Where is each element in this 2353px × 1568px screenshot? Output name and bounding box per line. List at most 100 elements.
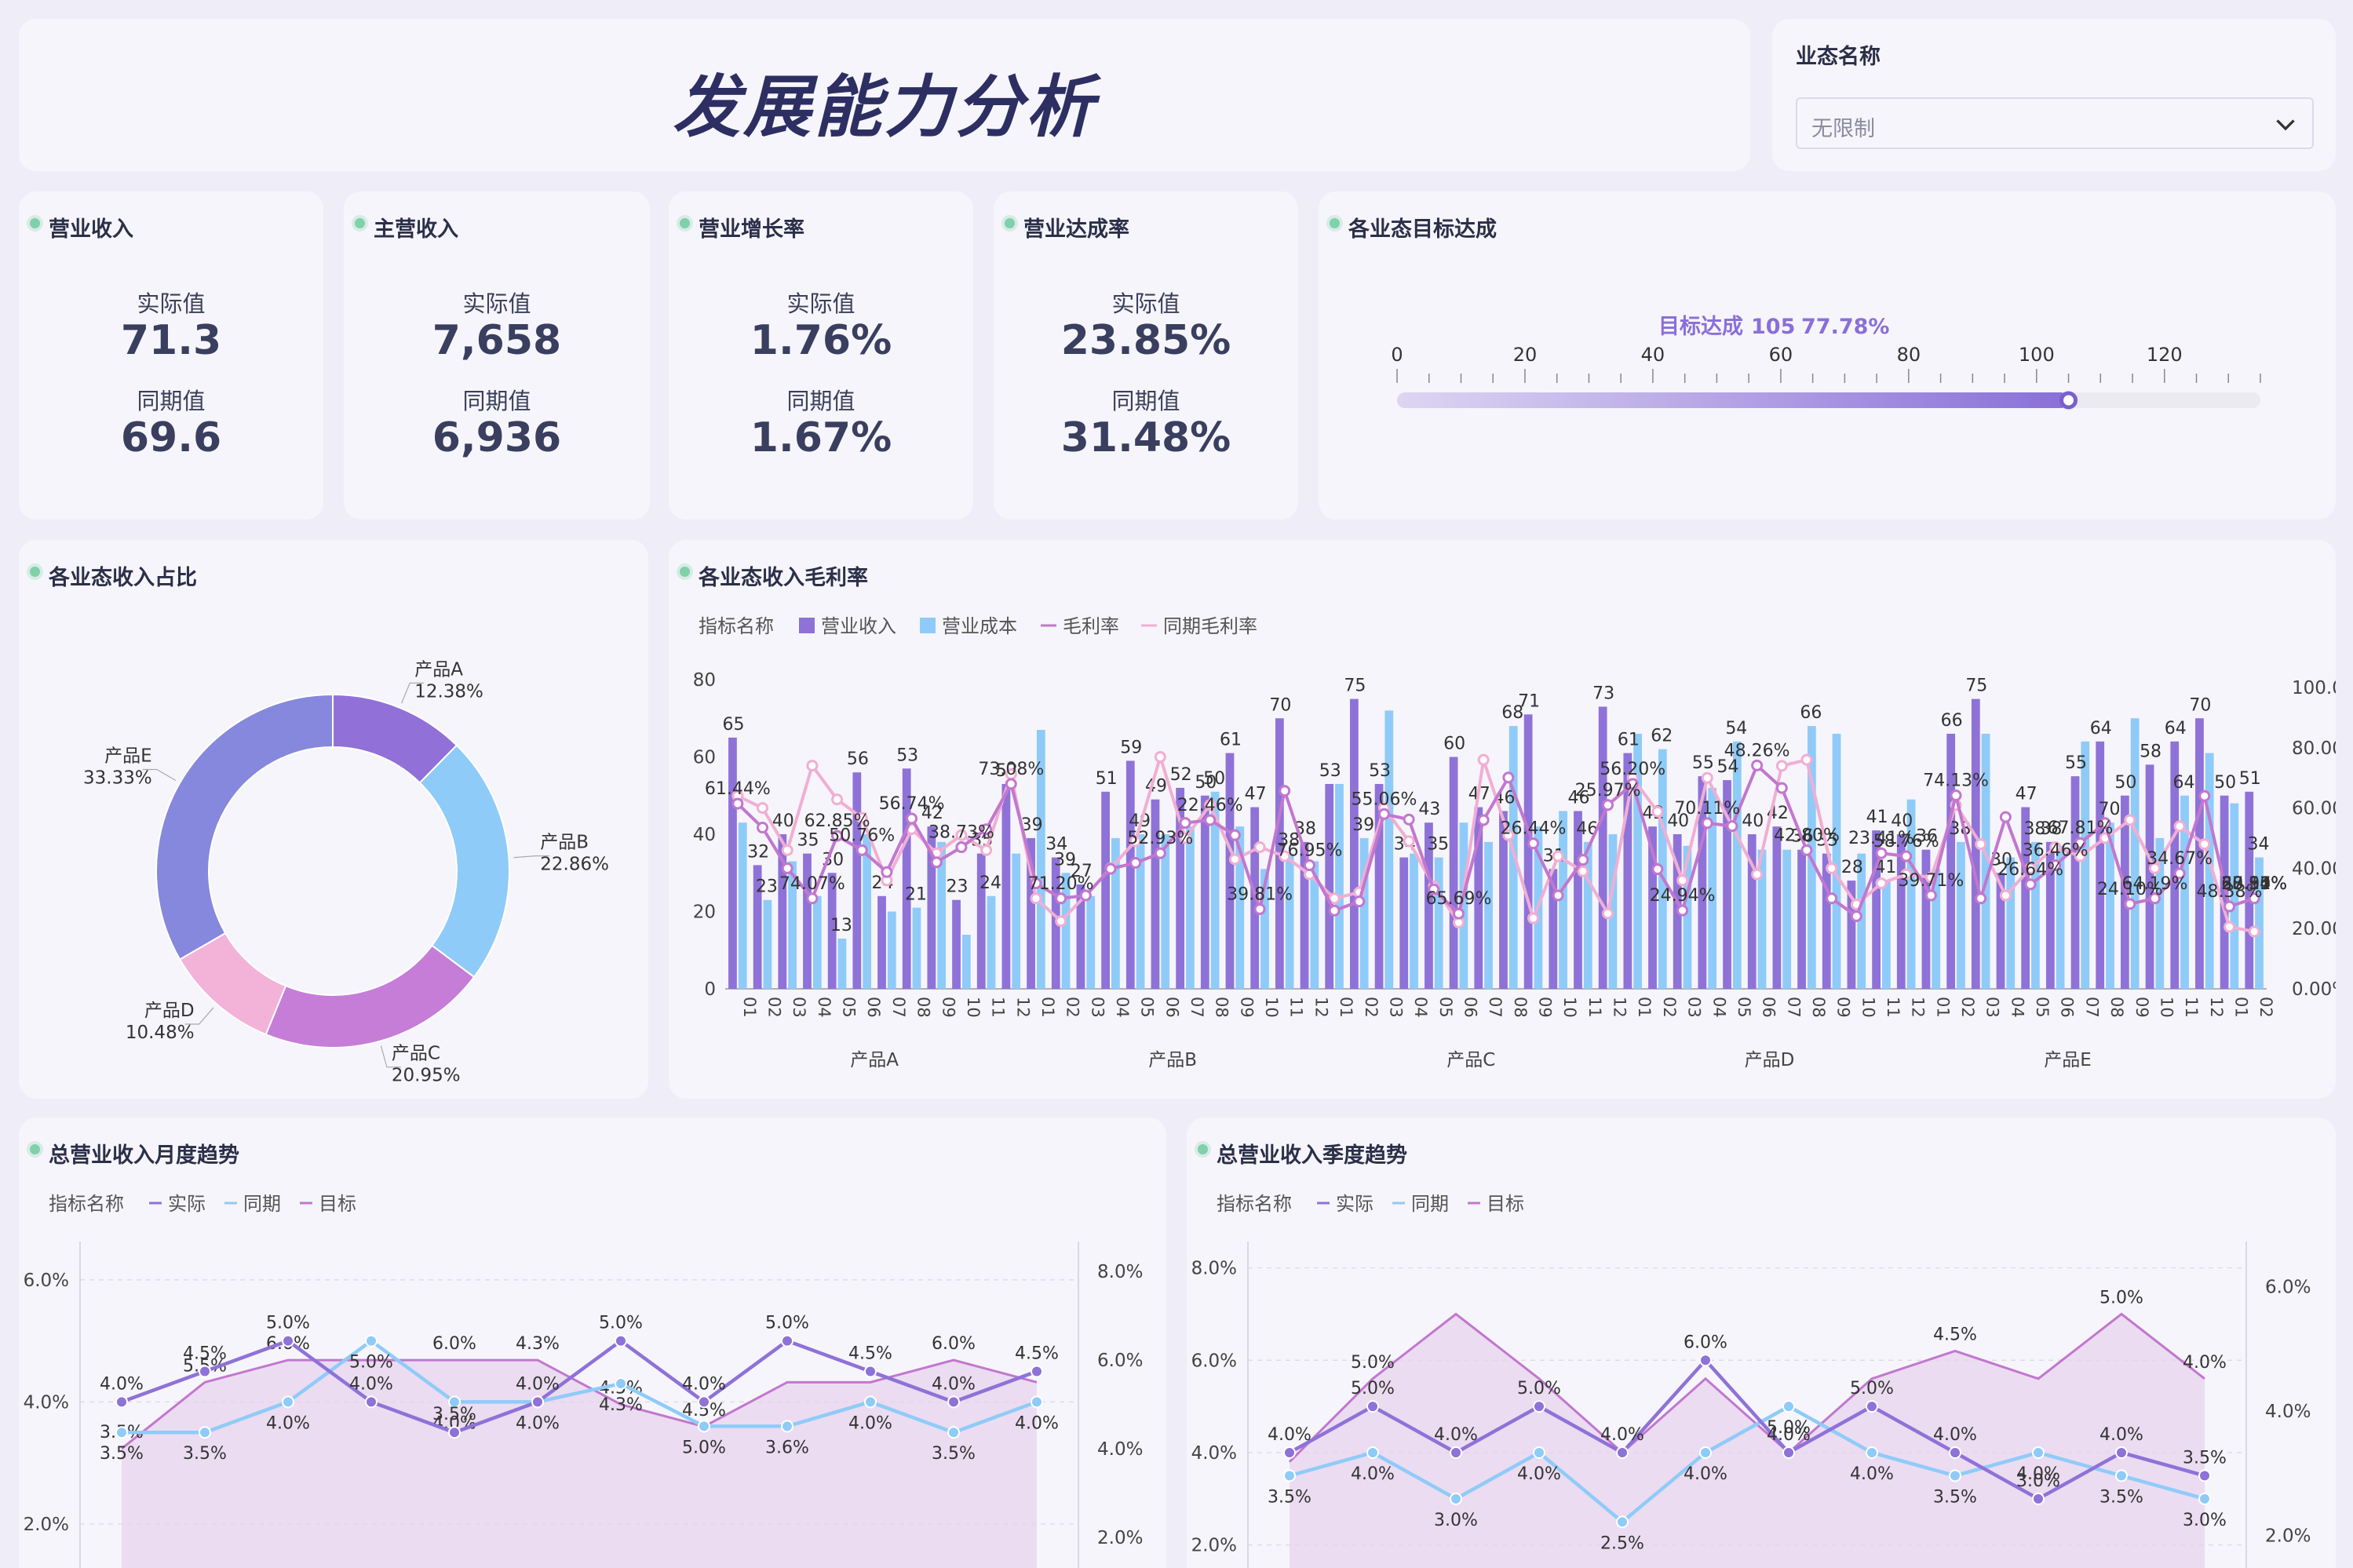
margin-point [1775,782,1788,794]
actual-label: 4.0% [1767,1425,1811,1445]
kpi-card-revenue: 营业收入 实际值 71.3 同期值 69.6 [19,191,323,520]
margin-point [1204,814,1217,826]
revenue-bar-label: 73 [1592,684,1614,703]
revenue-bar [1772,826,1782,989]
margin-label: 67.81% [2047,819,2113,838]
cost-bar-label: 38 [2023,819,2045,839]
margin-label: 39.71% [1898,871,1964,891]
cost-bar [2255,857,2264,989]
cost-bar [1012,853,1021,989]
kpi-title-text: 主营收入 [374,217,458,242]
prior-label: 3.5% [2099,1487,2143,1507]
cost-bar-label: 13 [830,916,852,935]
cost-bar [738,822,747,989]
margin-point [1353,895,1366,908]
margin-point [1875,847,1888,859]
cost-bar [1086,895,1096,989]
cost-bar-label: 24 [980,873,1001,893]
cost-bar [1559,811,1567,989]
target-line [1288,1312,2205,1463]
margin-point [1253,903,1266,915]
prior-label: 3.5% [1933,1487,1977,1507]
revenue-bar-label: 43 [1418,800,1440,819]
margin-label: 42.80% [1774,826,1840,845]
target-label: 5.0% [1351,1353,1395,1373]
cost-bar [1136,834,1145,989]
business-type-select[interactable]: 无限制 [1796,97,2314,149]
margin-point [2124,898,2136,910]
x-group-label: 产品C [1446,1050,1495,1070]
revenue-bar [1176,787,1185,989]
margin-point [1552,889,1564,902]
status-dot [355,218,365,228]
cost-bar [1857,853,1866,989]
x-group-label: 产品A [850,1050,899,1070]
revenue-bar [1797,849,1806,989]
y-left-tick-label: 2.0% [1191,1536,1237,1556]
margin-label: 48.26% [1724,741,1790,760]
x-month-label: 12 [1013,997,1032,1018]
margin-label: 38.73% [928,823,994,843]
cost-bar [1708,787,1717,989]
margin-label: 53.95% [2221,874,2287,894]
cost-bar [1335,783,1344,989]
x-month-label: 04 [1113,997,1132,1018]
target-label: 6.0% [432,1334,476,1354]
revenue-bar-label: 40 [1742,811,1764,831]
y-right-tick-label: 8.0% [1097,1262,1143,1282]
pie-percent-label: 22.86% [540,855,609,875]
target-label: 5.0% [2099,1288,2143,1307]
revenue-bar [1872,830,1881,989]
x-month-label: 02 [1063,997,1082,1018]
x-month-label: 02 [1958,997,1977,1018]
actual-point [2198,1469,2211,1482]
pie-title: 各业态收入占比 [30,560,197,591]
actual-point [2115,1446,2128,1459]
prior-margin-point [2049,841,2062,854]
actual-label: 4.0% [349,1374,393,1394]
x-month-label: 08 [1511,997,1530,1018]
cost-bar [863,834,871,989]
x-month-label: 08 [1809,997,1828,1018]
revenue-bar-label: 51 [2239,769,2261,789]
revenue-bar-label: 55 [2065,753,2087,773]
revenue-bar-label: 64 [2090,719,2112,738]
actual-point [1283,1446,1296,1459]
revenue-bar [1996,873,2005,989]
prior-label: 3.5% [183,1444,227,1464]
margin-label: 65.69% [1426,889,1492,909]
quarterly-trend-card: 总营业收入季度趋势 指标名称 实际 同期 目标 2.0% 4.0% 6.0% 8.0% 2.0%… [1187,1118,2336,1568]
cost-bar [987,895,996,989]
prior-margin-point [1676,874,1689,887]
prior-label: 3.0% [1434,1511,1478,1530]
prior-point [615,1377,627,1391]
pie-leader-line [142,768,177,781]
prior-value: 31.48% [1060,414,1231,461]
margin-point [980,823,993,836]
cost-bar [1359,837,1369,989]
prior-point [1283,1469,1296,1482]
margin-label: 39.81% [1227,884,1293,904]
prior-point [1533,1446,1545,1459]
actual-label: 实际值 [786,290,855,317]
x-month-label: 07 [889,997,908,1018]
monthly-title: 总营业收入月度趋势 [30,1138,239,1169]
page-title: 发展能力分析 [673,68,1096,147]
revenue-bar-label: 34 [1045,835,1067,855]
gauge-title-text: 各业态目标达成 [1348,217,1497,242]
cost-bar [1832,733,1841,989]
revenue-bar [1350,698,1359,989]
x-month-label: 10 [1560,997,1579,1018]
margin-label: 55.06% [1352,789,1417,809]
margin-label: 36.46% [2023,841,2089,861]
x-month-label: 12 [2207,997,2226,1018]
x-month-label: 08 [1213,997,1231,1018]
margin-label: 52.93% [1127,829,1193,848]
revenue-bar [1921,849,1931,989]
revenue-bar [1847,881,1856,989]
margin-point [1626,778,1639,790]
cost-bar [1285,853,1294,989]
target-label: 4.0% [2183,1353,2227,1373]
legend-item: 同期 [1411,1193,1449,1215]
revenue-bar [852,772,862,989]
